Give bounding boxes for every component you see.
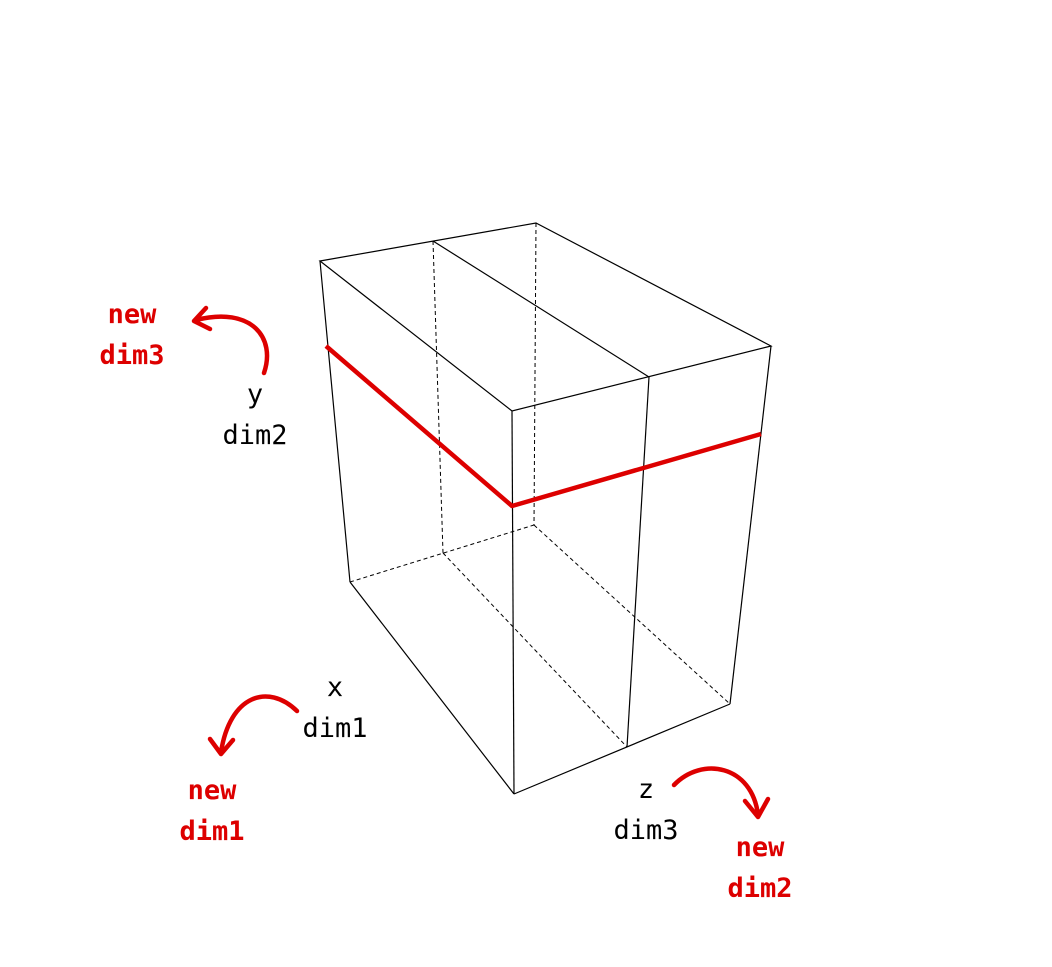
rotation-arrow-x (207, 694, 300, 757)
new-dim3-label-bottom: dim3 (99, 340, 164, 371)
hidden-edge-bottom-mid (442, 552, 628, 748)
visible-edges (318, 222, 773, 795)
top-face (318, 222, 773, 412)
hidden-edge-bottom-right (533, 524, 731, 705)
edge-front-vertical (511, 410, 515, 795)
curved-arrow-icon (193, 314, 270, 376)
x-axis-dim: dim1 (302, 713, 367, 744)
edge-bottom-left (349, 581, 515, 795)
curved-arrow-icon (218, 694, 300, 755)
top-face-divider (432, 240, 650, 378)
front-face-divider (626, 376, 650, 748)
slice-line (324, 344, 762, 509)
arrowhead-icon (742, 796, 771, 820)
y-axis-dim: dim2 (222, 420, 287, 451)
new-dim3-label-top: new (108, 299, 158, 330)
z-axis-name: z (638, 774, 654, 805)
y-axis-name: y (247, 379, 263, 410)
z-axis-dim: dim3 (613, 815, 678, 846)
hidden-edge-mid-vertical (432, 240, 444, 554)
x-axis-name: x (327, 672, 343, 703)
arrowhead-icon (191, 305, 213, 332)
arrowhead-icon (207, 736, 236, 757)
new-dim1-label-top: new (188, 775, 238, 806)
new-dim2-label-top: new (736, 832, 786, 863)
hidden-edge-bottom-back (349, 524, 535, 583)
new-dim1-label-bottom: dim1 (179, 816, 244, 847)
edge-bottom-right (513, 703, 731, 795)
edge-left-vertical (319, 260, 351, 583)
hidden-edges (349, 222, 731, 748)
rotation-arrow-y (191, 305, 270, 376)
hidden-edge-back-vertical (533, 222, 537, 526)
edge-right-vertical (729, 345, 772, 705)
rotation-arrow-z (671, 766, 771, 820)
new-dim2-label-bottom: dim2 (727, 873, 792, 904)
curved-arrow-icon (671, 766, 761, 818)
